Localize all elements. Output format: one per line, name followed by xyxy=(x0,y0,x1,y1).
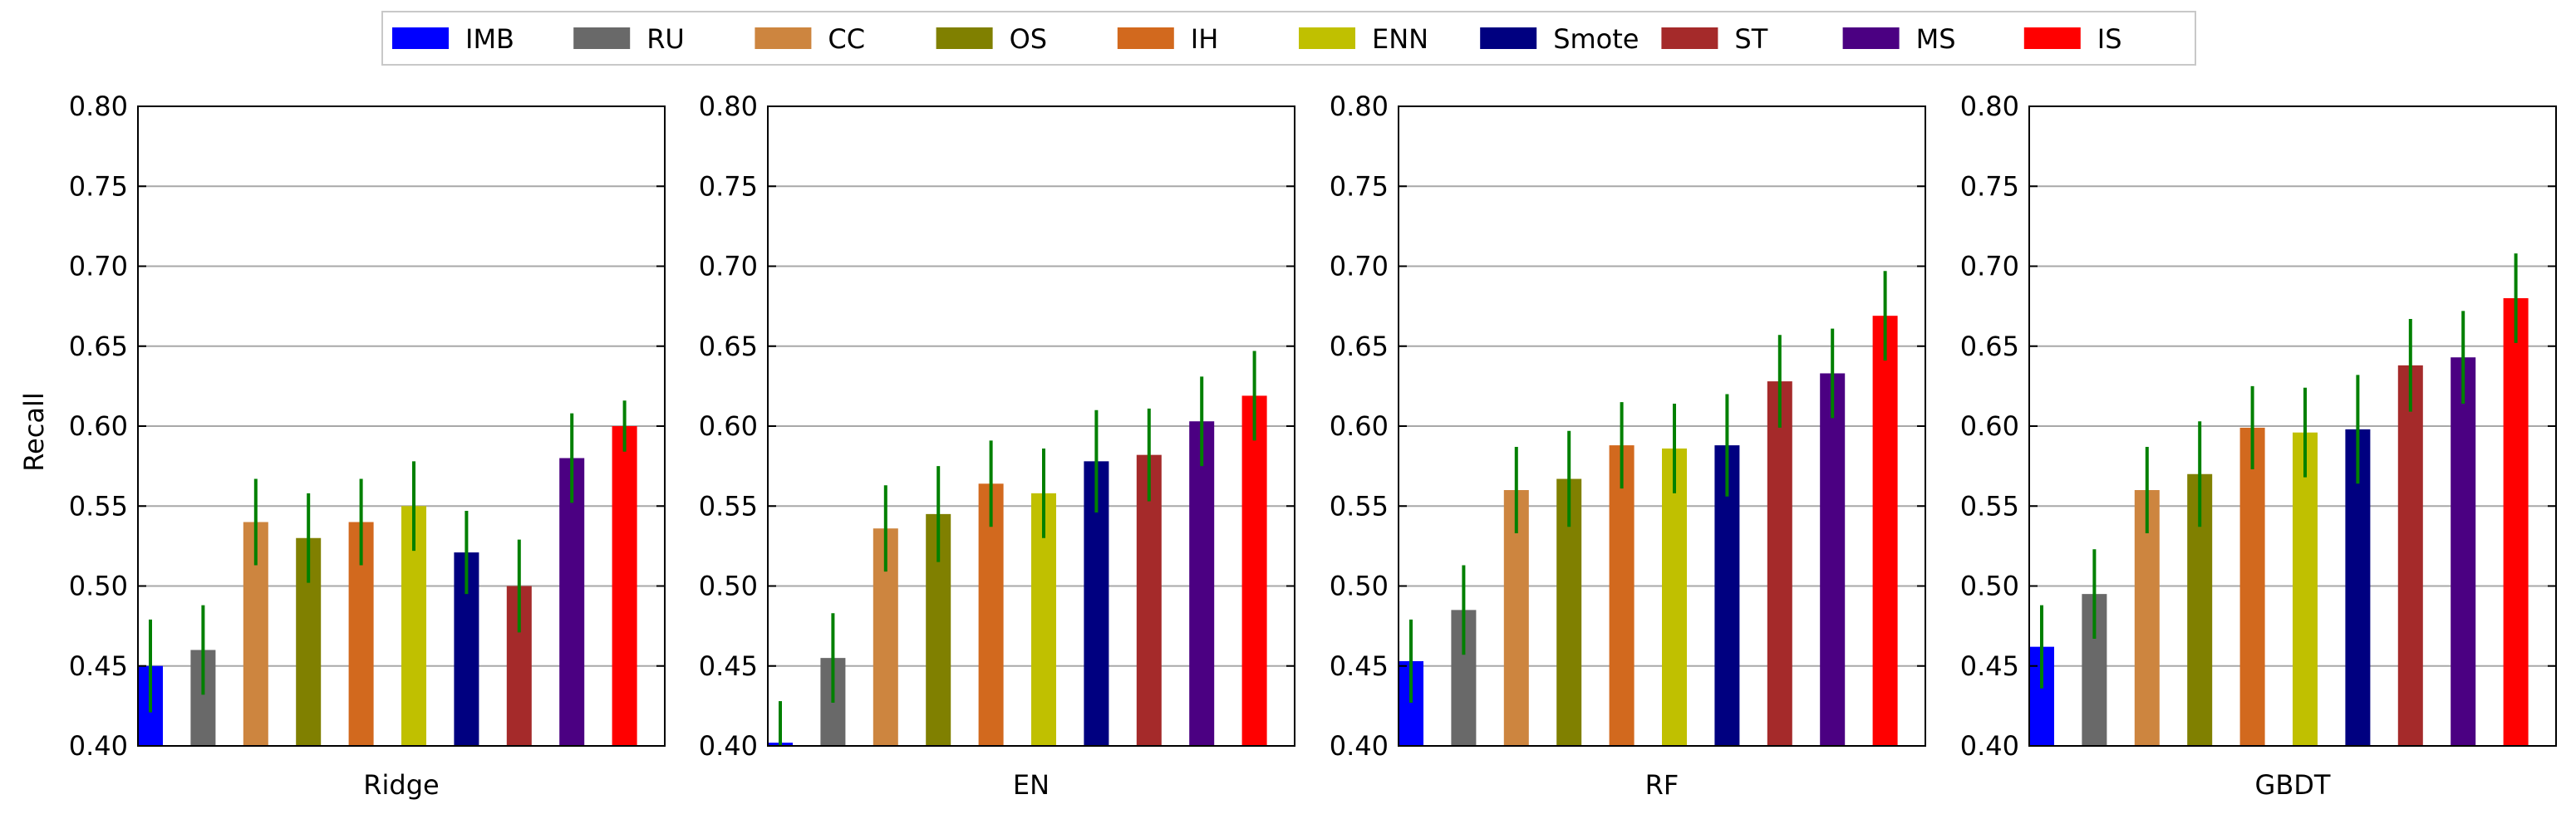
y-tick-label: 0.65 xyxy=(1960,331,2019,362)
legend-swatch-st xyxy=(1661,27,1718,49)
y-tick-label: 0.60 xyxy=(69,410,128,442)
bar-ih xyxy=(2239,427,2265,746)
bar-ms xyxy=(2451,357,2476,746)
y-tick-label: 0.50 xyxy=(1960,571,2019,602)
legend-swatch-ms xyxy=(1842,27,1900,49)
legend-swatch-smote xyxy=(1480,27,1537,49)
y-axis-label: Recall xyxy=(18,392,50,471)
y-tick-label: 0.40 xyxy=(69,730,128,762)
bar-ms xyxy=(1820,373,1846,746)
chart-panels: 0.40 0.45 0.50 0.55 0.60 0.65 0.70 0.75 0.80 Ridg… xyxy=(69,91,2557,801)
legend-swatch-enn xyxy=(1299,27,1355,49)
y-tick-label: 0.45 xyxy=(1960,650,2019,682)
y-tick-label: 0.45 xyxy=(1330,650,1389,682)
panel-ridge: 0.40 0.45 0.50 0.55 0.60 0.65 0.70 0.75 0.80 Ridg… xyxy=(69,91,666,801)
bar-st xyxy=(2397,365,2423,746)
legend-swatch-ru xyxy=(573,27,631,49)
bar-is xyxy=(1872,316,1898,746)
y-tick-label: 0.80 xyxy=(1330,91,1389,122)
panel-gbdt: 0.40 0.45 0.50 0.55 0.60 0.65 0.70 0.75 0.80 GBDT xyxy=(1960,91,2557,801)
legend-label-ru: RU xyxy=(646,23,685,55)
bar-st xyxy=(1136,454,1162,746)
y-tick-label: 0.40 xyxy=(1330,730,1389,762)
bar-enn xyxy=(2293,432,2318,746)
y-tick-label: 0.60 xyxy=(1330,410,1389,442)
bar-is xyxy=(1241,395,1267,746)
y-tick-label: 0.75 xyxy=(1960,170,2019,202)
legend-label-smote: Smote xyxy=(1553,23,1639,55)
y-tick-label: 0.55 xyxy=(1330,490,1389,522)
legend: IMB RU CC OS IH ENN Smote ST MS IS xyxy=(381,11,2196,66)
legend-label-enn: ENN xyxy=(1372,23,1428,55)
y-tick-label: 0.80 xyxy=(1960,91,2019,122)
legend-swatch-is xyxy=(2023,27,2081,49)
x-axis-label-gbdt: GBDT xyxy=(2255,769,2331,801)
y-tick-label: 0.70 xyxy=(69,251,128,282)
y-tick-label: 0.60 xyxy=(1960,410,2019,442)
legend-label-ms: MS xyxy=(1916,23,1956,55)
legend-swatch-ih xyxy=(1117,27,1174,49)
x-axis-label-en: EN xyxy=(1013,769,1050,801)
legend-label-is: IS xyxy=(2097,23,2122,55)
legend-label-ih: IH xyxy=(1191,23,1219,55)
y-tick-label: 0.55 xyxy=(1960,490,2019,522)
legend-label-os: OS xyxy=(1010,23,1048,55)
y-tick-label: 0.65 xyxy=(69,331,128,362)
y-tick-label: 0.70 xyxy=(1330,251,1389,282)
bar-enn xyxy=(1662,448,1687,746)
bar-ms xyxy=(559,458,585,746)
y-tick-label: 0.75 xyxy=(1330,170,1389,202)
y-tick-label: 0.70 xyxy=(1960,251,2019,282)
y-tick-label: 0.55 xyxy=(69,490,128,522)
y-tick-label: 0.50 xyxy=(1330,571,1389,602)
legend-label-st: ST xyxy=(1734,23,1767,55)
y-tick-label: 0.45 xyxy=(699,650,758,682)
y-tick-label: 0.75 xyxy=(699,170,758,202)
y-tick-label: 0.55 xyxy=(699,490,758,522)
y-tick-label: 0.80 xyxy=(699,91,758,122)
y-tick-label: 0.60 xyxy=(699,410,758,442)
panel-en: 0.40 0.45 0.50 0.55 0.60 0.65 0.70 0.75 0.80 EN xyxy=(699,91,1295,801)
legend-swatch-imb xyxy=(392,27,449,49)
y-tick-label: 0.65 xyxy=(699,331,758,362)
y-tick-label: 0.50 xyxy=(699,571,758,602)
x-axis-label-ridge: Ridge xyxy=(363,769,439,801)
y-tick-label: 0.75 xyxy=(69,170,128,202)
y-tick-label: 0.70 xyxy=(699,251,758,282)
bar-st xyxy=(1767,381,1792,746)
bar-is xyxy=(612,426,637,746)
y-tick-label: 0.80 xyxy=(69,91,128,122)
y-tick-label: 0.65 xyxy=(1330,331,1389,362)
bar-ms xyxy=(1189,421,1215,746)
legend-label-imb: IMB xyxy=(465,23,514,55)
y-tick-label: 0.45 xyxy=(69,650,128,682)
y-tick-label: 0.50 xyxy=(69,571,128,602)
legend-swatch-cc xyxy=(755,27,812,49)
bar-ih xyxy=(1609,445,1635,746)
legend-swatch-os xyxy=(936,27,993,49)
panel-rf: 0.40 0.45 0.50 0.55 0.60 0.65 0.70 0.75 0.80 RF xyxy=(1330,91,1926,801)
bar-is xyxy=(2503,298,2529,746)
bar-ih xyxy=(978,483,1004,746)
x-axis-label-rf: RF xyxy=(1645,769,1679,801)
legend-label-cc: CC xyxy=(828,23,865,55)
y-tick-label: 0.40 xyxy=(1960,730,2019,762)
y-tick-label: 0.40 xyxy=(699,730,758,762)
